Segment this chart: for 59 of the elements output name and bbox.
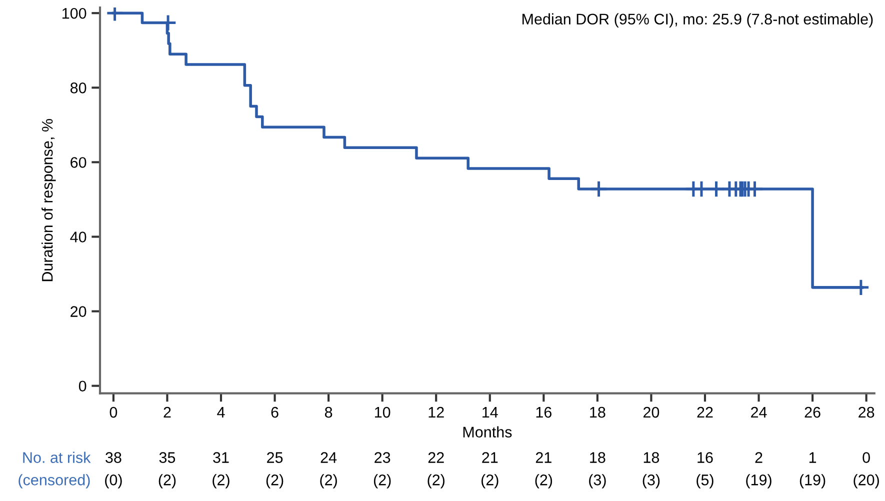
text: (2) [320,474,337,488]
y-tick-label: 80 [70,82,86,94]
text: (2) [158,474,176,488]
text: (3) [589,474,606,488]
x-tick-label: 28 [858,406,874,418]
text: 18 [590,452,606,463]
y-tick-label: 100 [62,8,86,19]
text: 38 [106,452,122,463]
y-tick-label: 20 [70,306,86,317]
x-axis-title: Months [463,426,512,438]
text: (19) [800,474,826,488]
y-tick-label: 40 [70,232,86,242]
y-axis-title: Duration of response, % [42,118,56,282]
text: 21 [482,452,498,463]
x-tick-label: 22 [697,406,713,418]
text: No. at risk [23,452,91,463]
x-tick-label: 24 [751,406,767,418]
text: 24 [320,452,337,463]
point [852,278,870,296]
x-tick-label: 6 [271,406,278,418]
x-tick-label: 20 [643,406,660,418]
x-tick-label: 26 [804,406,820,418]
text: 16 [698,452,713,463]
text: 2 [755,452,762,463]
x-tick-label: 2 [164,406,171,418]
text: 22 [428,452,444,463]
text: (20) [854,474,879,488]
x-tick-label: 14 [482,407,498,418]
x-tick-label: 10 [375,406,390,418]
x-tick-label: 12 [428,406,444,418]
x-tick-label: 16 [536,406,552,418]
text: (0) [105,474,122,488]
text: 25 [267,452,283,463]
text: (2) [481,474,498,488]
x-tick-label: 8 [324,406,332,418]
text: (censored) [18,474,90,488]
text: (2) [428,474,444,488]
text: (2) [266,474,284,488]
text: 31 [213,452,229,463]
text: 1 [809,452,816,463]
text: 0 [862,452,870,463]
x-tick-label: 4 [217,407,225,418]
annotation: Median DOR (95% CI), mo: 25.9 (7.8-not estimable) [522,13,873,28]
text: (19) [746,474,772,488]
y-tick-label: 0 [78,380,86,392]
text: 21 [536,452,552,463]
text: (2) [535,474,552,488]
text: 18 [644,452,660,463]
text: 35 [159,452,176,463]
x-tick-label: 0 [110,406,118,418]
x-tick-label: 18 [590,406,606,418]
point [692,180,710,198]
text: 23 [374,452,390,463]
text: (5) [696,474,714,488]
text: (2) [374,474,391,488]
y-tick-label: 60 [70,157,86,168]
text: (2) [212,474,230,488]
point [590,180,608,198]
text: (3) [642,474,660,488]
